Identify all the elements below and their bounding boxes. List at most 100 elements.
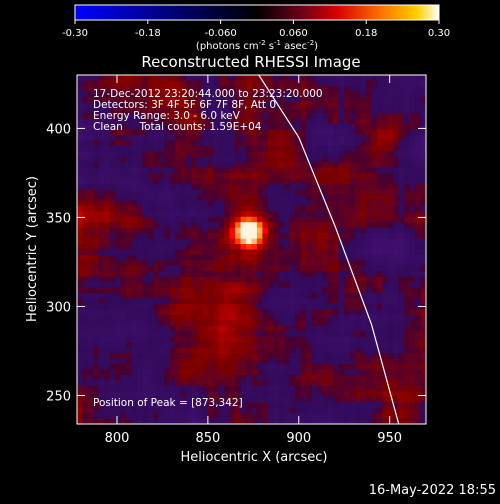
heatmap-cell (240, 380, 247, 387)
heatmap-cell (207, 140, 214, 147)
heatmap-cell (164, 309, 171, 316)
heatmap-cell (180, 276, 187, 283)
heatmap-cell (175, 320, 182, 327)
heatmap-cell (349, 418, 356, 424)
heatmap-cell (344, 309, 351, 316)
heatmap-cell (338, 396, 345, 403)
heatmap-cell (218, 189, 225, 196)
heatmap-cell (366, 336, 373, 343)
heatmap-cell (169, 244, 176, 251)
heatmap-cell (366, 118, 373, 125)
heatmap-cell (224, 260, 231, 267)
heatmap-cell (382, 347, 389, 354)
heatmap-cell (366, 342, 373, 349)
heatmap-cell (382, 244, 389, 251)
heatmap-cell (109, 293, 116, 300)
heatmap-cell (316, 353, 323, 360)
heatmap-cell (322, 342, 329, 349)
heatmap-cell (409, 233, 416, 240)
heatmap-cell (104, 309, 111, 316)
heatmap-cell (371, 314, 378, 321)
heatmap-cell (387, 271, 394, 278)
heatmap-cell (126, 151, 133, 158)
heatmap-cell (387, 413, 394, 420)
heatmap-cell (175, 391, 182, 398)
heatmap-cell (327, 353, 334, 360)
heatmap-cell (262, 85, 269, 92)
heatmap-cell (262, 211, 269, 218)
heatmap-cell (202, 173, 209, 180)
heatmap-cell (355, 145, 362, 152)
heatmap-cell (87, 276, 94, 283)
heatmap-cell (202, 391, 209, 398)
heatmap-cell (87, 260, 94, 267)
heatmap-cell (213, 75, 220, 82)
heatmap-cell (376, 189, 383, 196)
heatmap-cell (256, 282, 264, 289)
heatmap-cell (207, 347, 214, 354)
heatmap-cell (104, 205, 111, 212)
heatmap-cell (147, 374, 154, 381)
heatmap-cell (366, 402, 373, 409)
heatmap-cell (246, 413, 253, 420)
heatmap-cell (115, 96, 122, 103)
heatmap-cell (235, 156, 242, 163)
heatmap-cell (316, 173, 323, 180)
heatmap-cell (82, 309, 89, 316)
heatmap-cell (387, 194, 394, 202)
heatmap-cell (251, 391, 258, 398)
heatmap-cell (366, 369, 373, 376)
heatmap-cell (333, 194, 340, 202)
heatmap-cell (393, 271, 400, 278)
heatmap-cell (104, 380, 111, 387)
heatmap-cell (256, 396, 264, 403)
heatmap-cell (278, 374, 285, 381)
heatmap-cell (82, 353, 89, 360)
heatmap-cell (415, 102, 422, 109)
heatmap-cell (262, 96, 269, 103)
heatmap-cell (82, 227, 89, 234)
heatmap-cell (246, 222, 253, 229)
heatmap-cell (142, 227, 149, 234)
heatmap-cell (109, 358, 116, 365)
heatmap-cell (77, 293, 84, 300)
heatmap-cell (131, 265, 138, 272)
heatmap-cell (256, 342, 264, 349)
heatmap-cell (224, 402, 231, 409)
heatmap-cell (126, 156, 133, 163)
heatmap-cell (366, 287, 373, 294)
heatmap-cell (240, 260, 247, 267)
heatmap-cell (240, 85, 247, 92)
heatmap-cell (175, 358, 182, 365)
heatmap-cell (77, 271, 84, 278)
heatmap-cell (289, 314, 296, 321)
heatmap-cell (218, 238, 225, 245)
heatmap-cell (158, 216, 165, 223)
heatmap-cell (267, 200, 274, 207)
heatmap-cell (229, 227, 236, 234)
heatmap-cell (366, 189, 373, 196)
heatmap-cell (235, 134, 242, 142)
heatmap-cell (289, 391, 296, 398)
heatmap-cell (256, 162, 264, 169)
heatmap-cell (311, 222, 318, 229)
heatmap-cell (136, 304, 144, 311)
heatmap-cell (262, 156, 269, 163)
heatmap-cell (366, 298, 373, 305)
heatmap-cell (251, 369, 258, 376)
heatmap-cell (131, 205, 138, 212)
heatmap-cell (120, 254, 127, 262)
heatmap-cell (115, 107, 122, 114)
heatmap-cell (306, 85, 313, 92)
heatmap-cell (306, 107, 313, 114)
heatmap-cell (355, 314, 362, 321)
heatmap-cell (191, 118, 198, 125)
heatmap-cell (207, 167, 214, 174)
heatmap-cell (382, 184, 389, 191)
heatmap-cell (376, 173, 383, 180)
heatmap-cell (147, 265, 154, 272)
heatmap-cell (169, 254, 176, 262)
heatmap-cell (142, 396, 149, 403)
heatmap-cell (142, 385, 149, 392)
heatmap-cell (82, 271, 89, 278)
